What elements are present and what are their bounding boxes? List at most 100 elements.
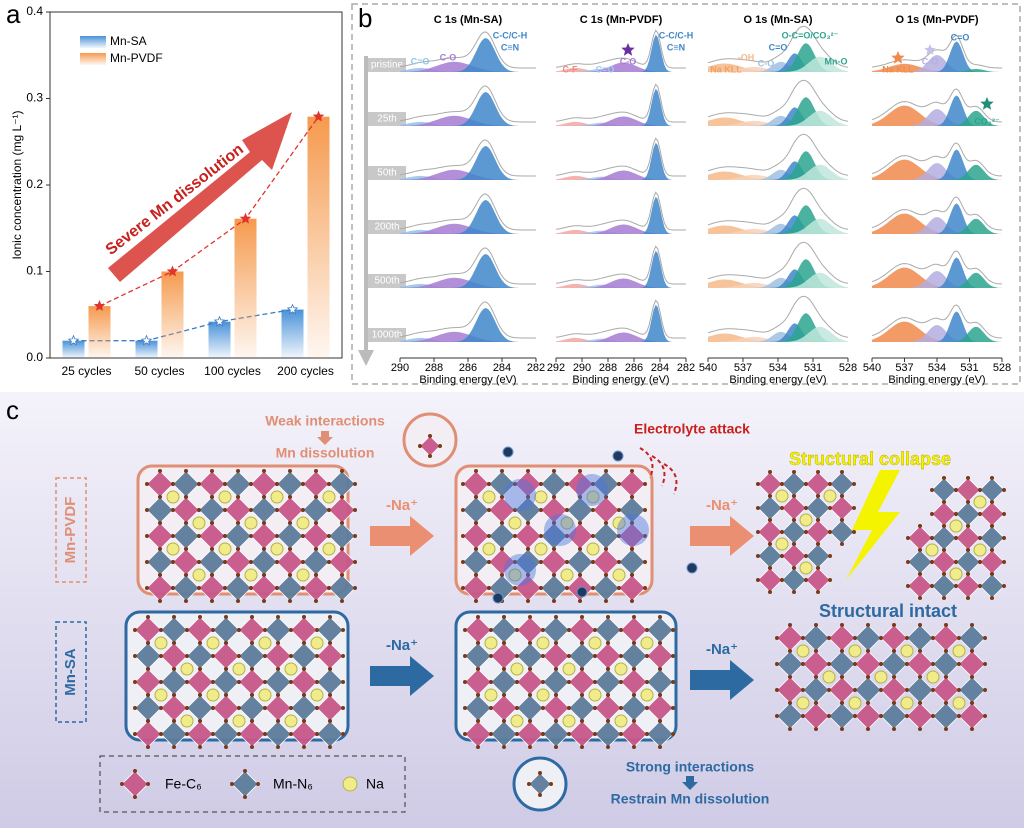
star-icon <box>621 43 635 56</box>
atom <box>552 495 556 499</box>
atom <box>489 732 493 736</box>
annotation: Severe Mn dissolution <box>103 141 247 259</box>
atom <box>788 649 792 653</box>
cycle-tag <box>368 166 406 180</box>
spectrum-peak <box>872 217 1002 234</box>
na-ion <box>270 542 284 556</box>
atom <box>236 547 240 551</box>
atom <box>930 560 934 564</box>
atom <box>906 560 910 564</box>
atom <box>930 584 934 588</box>
atom <box>249 508 253 512</box>
legend-label: Mn-PVDF <box>110 51 163 65</box>
na-ion <box>192 568 206 582</box>
step-arrow <box>690 660 754 700</box>
atom <box>185 706 189 710</box>
atom <box>236 599 240 603</box>
vacancy-glow <box>544 514 576 546</box>
atom <box>966 572 970 576</box>
atom <box>171 560 175 564</box>
x-tick-label: 284 <box>651 362 669 374</box>
atom <box>224 615 228 619</box>
atom <box>990 596 994 600</box>
bar <box>234 218 257 358</box>
na-ion <box>244 516 258 530</box>
atom <box>223 586 227 590</box>
spectrum-peak <box>872 272 1002 288</box>
na-ion <box>796 644 810 658</box>
na-ion <box>973 495 987 509</box>
legend-swatch <box>80 36 106 48</box>
na-ion <box>536 688 550 702</box>
spectrum-peak <box>556 230 686 234</box>
atom <box>146 641 150 645</box>
na-ion <box>206 636 220 650</box>
spectrum-envelope <box>871 34 1002 69</box>
atom <box>942 500 946 504</box>
atom <box>954 560 958 564</box>
atom <box>643 534 647 538</box>
atom <box>606 615 610 619</box>
atom <box>591 482 595 486</box>
spectrum-peak <box>872 267 1002 288</box>
atom <box>630 495 634 499</box>
atom <box>775 636 779 640</box>
atom <box>671 680 675 684</box>
atom <box>262 573 266 577</box>
atom <box>606 719 610 723</box>
atom <box>852 506 856 510</box>
atom <box>340 573 344 577</box>
spectrum-envelope <box>871 250 1002 285</box>
atom <box>184 521 188 525</box>
atom <box>983 636 987 640</box>
na-ion <box>952 696 966 710</box>
atom <box>288 469 292 473</box>
atom <box>814 701 818 705</box>
atom <box>606 667 610 671</box>
spectrum-envelope <box>871 196 1002 231</box>
atom <box>133 628 137 632</box>
atom <box>554 615 558 619</box>
y-tick-label: 0.1 <box>26 264 43 278</box>
atom <box>289 732 293 736</box>
point-marker <box>67 334 80 346</box>
atom <box>658 745 662 749</box>
atom <box>840 727 844 731</box>
spectrum-envelope <box>399 139 536 177</box>
atom <box>918 572 922 576</box>
x-tick-label: 528 <box>993 362 1011 374</box>
na-ion <box>588 688 602 702</box>
atom <box>954 512 958 516</box>
x-tick-label: 288 <box>599 362 617 374</box>
atom <box>171 508 175 512</box>
point-marker <box>239 212 252 224</box>
cycle-label: 1000th <box>372 330 403 341</box>
na-ion <box>949 567 963 581</box>
atom <box>327 508 331 512</box>
x-tick-label: 292 <box>547 362 565 374</box>
na-ion <box>536 636 550 650</box>
atom <box>474 469 478 473</box>
atom <box>275 482 279 486</box>
atom <box>159 628 163 632</box>
cycle-tag <box>368 220 406 234</box>
atom <box>853 714 857 718</box>
mn-ion <box>612 450 624 462</box>
atom <box>276 745 280 749</box>
atom <box>146 782 150 786</box>
spectrum-peak <box>556 170 686 180</box>
atom <box>223 534 227 538</box>
bar <box>281 309 304 358</box>
legend-label: Fe-C₆ <box>165 776 202 792</box>
atom <box>487 534 491 538</box>
cycle-arrow-head <box>358 350 374 366</box>
subpanel-title: C 1s (Mn-PVDF) <box>580 14 663 26</box>
atom <box>619 680 623 684</box>
atom <box>816 470 820 474</box>
atom <box>942 524 946 528</box>
atom <box>578 521 582 525</box>
x-tick-label: 540 <box>699 362 717 374</box>
atom <box>804 482 808 486</box>
spectrum-envelope <box>555 299 686 339</box>
atom <box>461 508 465 512</box>
